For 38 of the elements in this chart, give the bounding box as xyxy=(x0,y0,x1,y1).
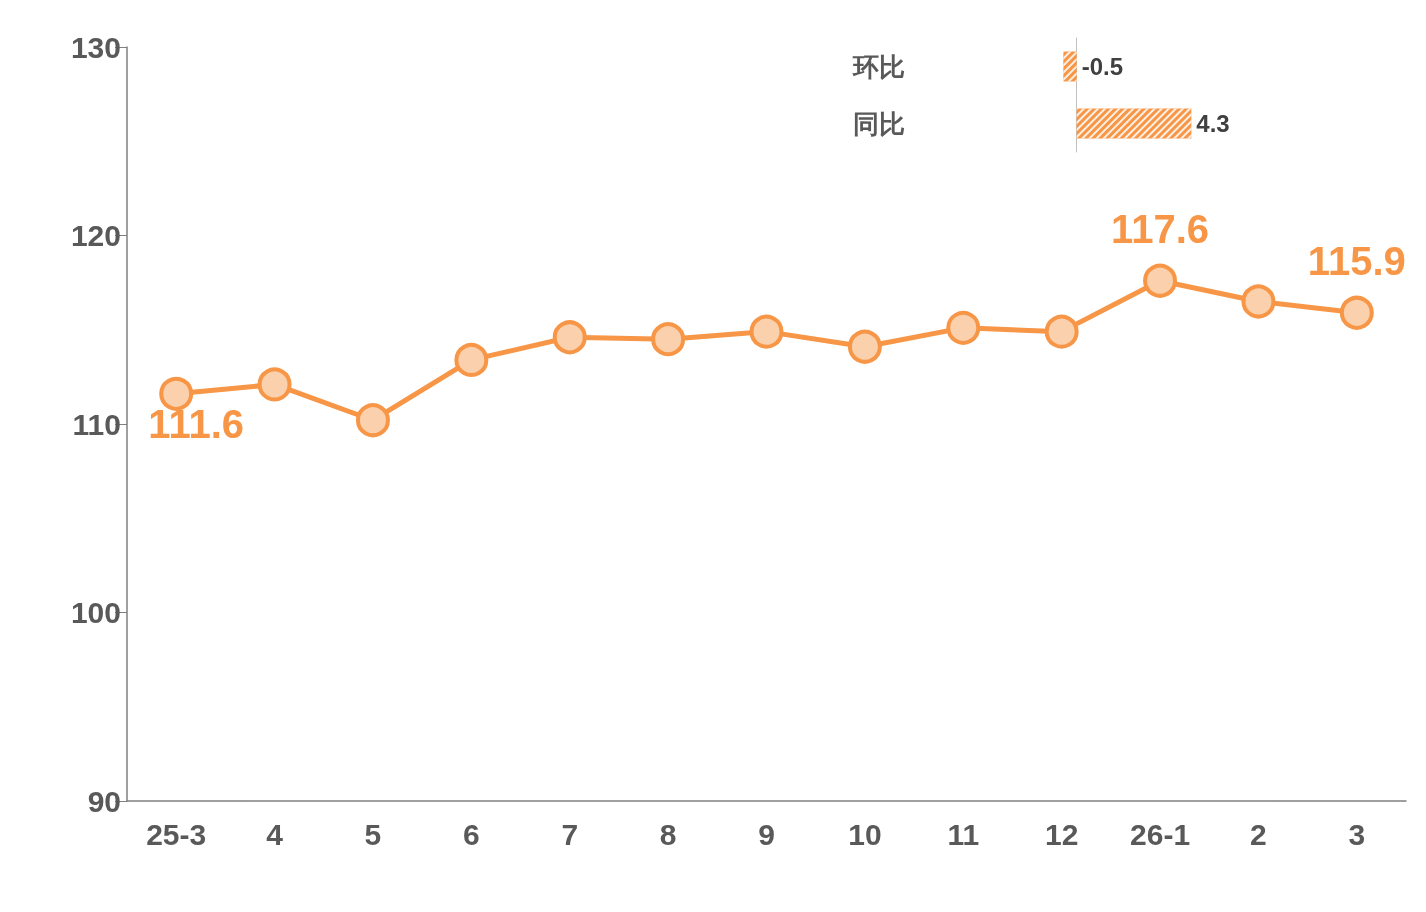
x-tick-label: 8 xyxy=(659,817,677,851)
x-tick-label: 5 xyxy=(364,817,382,851)
y-tick-label: 120 xyxy=(70,219,121,252)
point xyxy=(159,376,194,411)
point xyxy=(552,320,587,355)
x-tick-label: 7 xyxy=(561,817,579,851)
x-tick-label: 10 xyxy=(848,817,882,851)
point xyxy=(1241,284,1276,319)
x-tick-label: 12 xyxy=(1044,817,1079,851)
x-tick-label: 26-1 xyxy=(1130,817,1191,851)
x-tick-label: 9 xyxy=(758,817,775,851)
x-tick-label: 3 xyxy=(1348,817,1366,851)
point xyxy=(651,322,686,357)
y-tick-label: 环比 xyxy=(852,51,905,82)
y-tick-label: 100 xyxy=(70,596,121,629)
point xyxy=(454,342,489,377)
point xyxy=(1044,314,1079,349)
point xyxy=(847,329,882,364)
data-label: 4.3 xyxy=(1196,110,1230,137)
y-tick-label: 130 xyxy=(70,30,121,64)
point xyxy=(1143,263,1178,298)
y-tick-label: 110 xyxy=(72,407,121,441)
x-tick-label: 11 xyxy=(947,817,980,851)
x-tick-label: 6 xyxy=(463,817,480,851)
data-label: -0.5 xyxy=(1081,53,1124,80)
x-tick-label: 2 xyxy=(1250,817,1267,851)
point xyxy=(749,314,784,349)
point xyxy=(355,403,390,438)
point xyxy=(1339,295,1374,330)
x-tick-label: 4 xyxy=(266,817,284,851)
data-label: 111.6 xyxy=(148,401,245,446)
y-tick-label: 同比 xyxy=(853,108,905,139)
point xyxy=(257,367,292,402)
y-tick-label: 90 xyxy=(87,784,121,818)
data-label: 115.9 xyxy=(1307,238,1406,283)
data-label: 117.6 xyxy=(1111,206,1209,251)
point xyxy=(946,310,981,345)
x-tick-label: 25-3 xyxy=(146,817,207,851)
